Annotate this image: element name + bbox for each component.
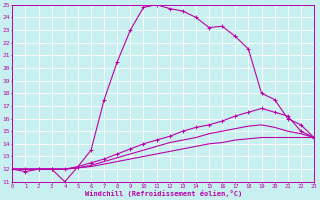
X-axis label: Windchill (Refroidissement éolien,°C): Windchill (Refroidissement éolien,°C) xyxy=(84,190,242,197)
